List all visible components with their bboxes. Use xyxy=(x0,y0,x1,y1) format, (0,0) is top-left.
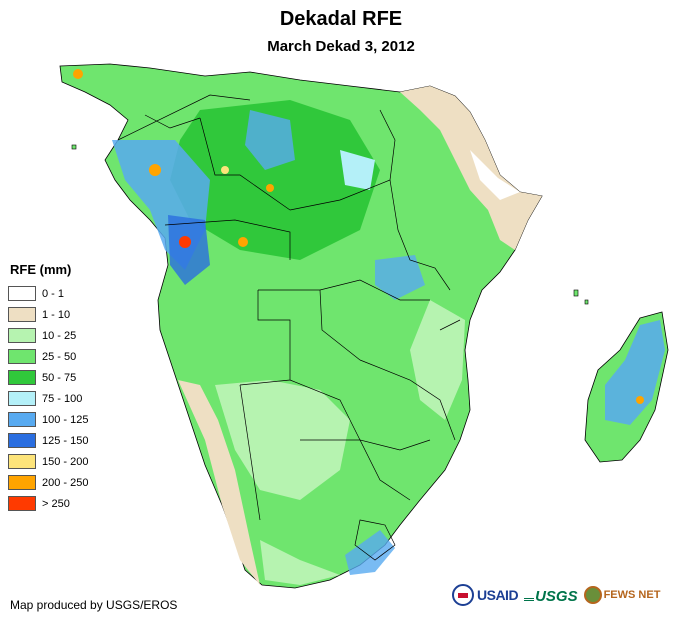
fews-net-logo: FEWS NET xyxy=(583,586,661,604)
heavy-cell-3 xyxy=(238,237,248,247)
heavy-cell-6 xyxy=(73,69,83,79)
dry-region-horn-coast xyxy=(470,150,520,200)
map-title: Dekadal RFE xyxy=(279,8,403,30)
legend-swatch xyxy=(8,475,36,490)
legend-swatch xyxy=(8,307,36,322)
legend-item: 10 - 25 xyxy=(8,325,88,346)
wet-patch-3 xyxy=(375,255,425,300)
heavy-cell-1 xyxy=(149,164,161,176)
legend-swatch xyxy=(8,433,36,448)
legend-label: 1 - 10 xyxy=(42,308,71,321)
usgs-logo-text: USGS xyxy=(535,587,578,605)
legend-label: 25 - 50 xyxy=(42,350,77,363)
legend-swatch xyxy=(8,391,36,406)
heavy-cell-2 xyxy=(179,236,191,248)
wet-region-congo xyxy=(170,100,380,260)
legend-swatch xyxy=(8,349,36,364)
legend-label: 150 - 200 xyxy=(42,455,89,468)
legend-swatch xyxy=(8,496,36,511)
usaid-logo: USAID xyxy=(452,584,519,606)
legend-label: 10 - 25 xyxy=(42,329,77,342)
legend-label: 125 - 150 xyxy=(42,434,89,447)
madagascar-wet xyxy=(605,320,665,425)
legend-item: 150 - 200 xyxy=(8,451,88,472)
wet-patch-4 xyxy=(345,530,395,575)
country-borders xyxy=(117,94,461,561)
legend-swatch xyxy=(8,412,36,427)
legend-item: > 250 xyxy=(8,493,88,514)
legend-swatch xyxy=(8,454,36,469)
wet-patch-2 xyxy=(340,150,375,190)
map-subtitle: March Dekad 3, 2012 xyxy=(267,38,415,55)
legend-label: 50 - 75 xyxy=(42,371,77,384)
fews-net-logo-text: FEWS NET xyxy=(603,589,661,601)
legend-label: 100 - 125 xyxy=(42,413,89,426)
usaid-seal-icon xyxy=(452,584,474,606)
legend-item: 25 - 50 xyxy=(8,346,88,367)
legend-label: 200 - 250 xyxy=(42,476,89,489)
legend-item: 50 - 75 xyxy=(8,367,88,388)
legend-item: 200 - 250 xyxy=(8,472,88,493)
dry-region-kalahari xyxy=(215,380,350,500)
light-green-south xyxy=(260,540,340,585)
legend-swatch xyxy=(8,370,36,385)
heavy-cell-5 xyxy=(266,184,274,192)
heavy-cell-4 xyxy=(221,166,229,174)
wet-region-gabon xyxy=(168,215,210,285)
legend-swatch xyxy=(8,286,36,301)
legend-label: 0 - 1 xyxy=(42,287,65,300)
light-green-east xyxy=(410,300,465,420)
legend-item: 75 - 100 xyxy=(8,388,88,409)
legend-title: RFE (mm) xyxy=(10,262,72,277)
partner-logos: USAID USGS FEWS NET xyxy=(452,584,660,606)
wet-patch-1 xyxy=(245,110,295,170)
usgs-wave-icon xyxy=(524,586,535,601)
legend-item: 1 - 10 xyxy=(8,304,88,325)
dry-region-southwest xyxy=(178,380,260,585)
legend-swatch xyxy=(8,328,36,343)
legend-item: 125 - 150 xyxy=(8,430,88,451)
legend-label: > 250 xyxy=(42,497,70,510)
small-islands xyxy=(71,144,589,305)
usaid-logo-text: USAID xyxy=(477,587,519,603)
usgs-logo: USGS xyxy=(524,586,578,605)
fews-globe-icon xyxy=(583,586,602,604)
madagascar-heavy-cell xyxy=(636,396,644,404)
dry-region-horn xyxy=(400,86,542,250)
map-credit: Map produced by USGS/EROS xyxy=(10,598,178,612)
legend: RFE (mm) 0 - 1 1 - 10 10 - 25 25 - 50 50 - 7… xyxy=(8,262,88,514)
legend-item: 0 - 1 xyxy=(8,283,88,304)
legend-item: 100 - 125 xyxy=(8,409,88,430)
legend-label: 75 - 100 xyxy=(42,392,83,405)
rainfall-map xyxy=(59,63,669,589)
